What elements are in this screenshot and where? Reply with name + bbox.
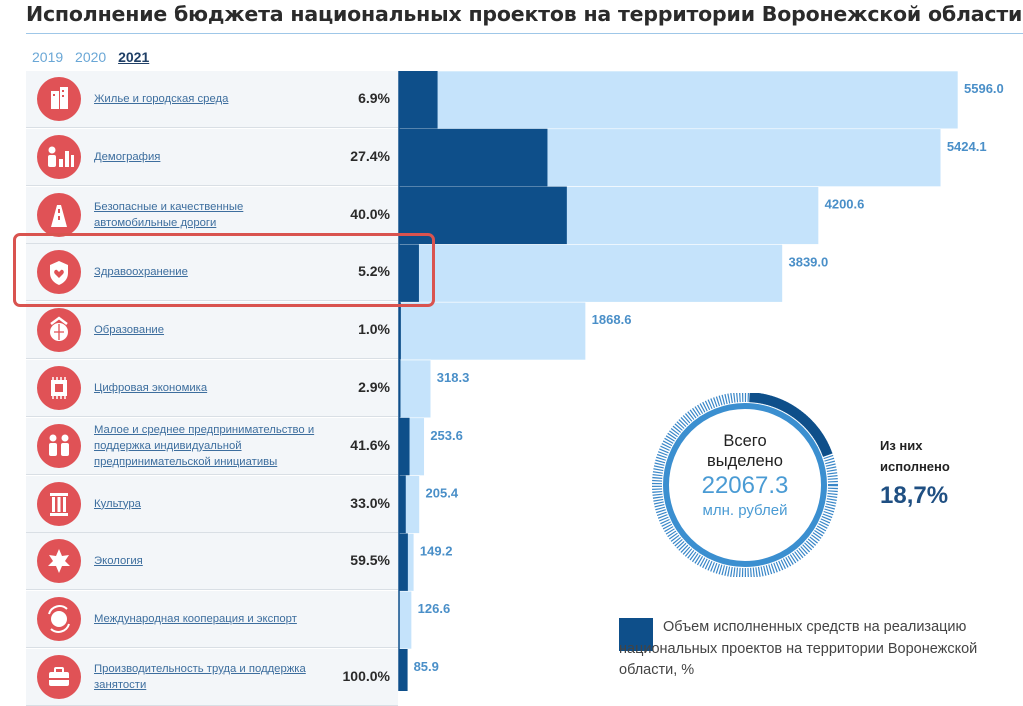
list-item: Международная кооперация и экспорт <box>26 591 398 649</box>
allocated-bar <box>398 244 783 303</box>
ring-track <box>663 403 827 567</box>
project-link[interactable]: Малое и среднее предпринимательство и по… <box>94 423 315 468</box>
executed-percent-value: 6.9% <box>358 90 390 106</box>
page-title: Исполнение бюджета национальных проектов… <box>26 2 1023 26</box>
legend-text-executed: Объем исполненных средств на реализацию … <box>619 619 978 678</box>
executed-percent-value: 100.0% <box>342 668 390 684</box>
allocated-value-label: 85.9 <box>414 659 439 674</box>
allocated-value-label: 253.6 <box>430 428 463 443</box>
executed-bar <box>399 533 408 592</box>
allocated-value-label: 1868.6 <box>592 312 632 327</box>
leaf-icon <box>37 539 81 584</box>
executed-percent-value: 27.4% <box>350 147 390 164</box>
executed-bar <box>399 302 401 360</box>
allocated-value-label: 126.6 <box>418 601 451 616</box>
executed-bar <box>399 475 406 534</box>
total-ring-graphic <box>652 392 838 578</box>
allocated-value-label: 3839.0 <box>788 254 828 269</box>
project-link[interactable]: Культура <box>94 497 141 510</box>
executed-percent-value: 2.9% <box>358 379 390 395</box>
executed-bar <box>399 244 419 303</box>
executed-caption-line1: Из них <box>880 438 923 453</box>
total-label-line2: выделено <box>707 452 783 470</box>
tab-year-2019[interactable]: 2019 <box>32 49 64 65</box>
total-label-line1: Всего <box>723 432 767 450</box>
executed-percent-value: 1.0% <box>358 321 390 338</box>
project-link[interactable]: Экология <box>94 555 143 568</box>
executed-percent-value: 59.5% <box>350 552 390 569</box>
project-link[interactable]: Безопасные и качественные автомобильные … <box>94 200 244 229</box>
list-item: Цифровая экономика 2.9% <box>26 360 398 417</box>
allocated-bar <box>398 301 586 361</box>
project-link[interactable]: Международная кооперация и экспорт <box>94 613 297 626</box>
allocated-value-label: 318.3 <box>437 370 470 385</box>
project-link[interactable]: Цифровая экономика <box>94 382 208 394</box>
year-tabs: 2019 2020 2021 <box>32 49 157 65</box>
project-link[interactable]: Здравоохранение <box>94 266 188 279</box>
family-icon <box>37 134 81 179</box>
allocated-value-label: 205.4 <box>426 486 459 501</box>
executed-percent-value: 33.0% <box>350 494 390 511</box>
executed-percent-value: 5.2% <box>358 263 390 280</box>
project-link[interactable]: Производительность труда и поддержка зан… <box>94 663 306 691</box>
allocated-bar <box>398 590 412 650</box>
list-item: Жилье и городская среда 6.9% <box>26 71 398 128</box>
allocated-value-label: 5596.0 <box>964 81 1004 96</box>
project-link[interactable]: Демография <box>94 150 161 163</box>
executed-bar <box>399 649 408 691</box>
ring-executed-arc <box>749 392 833 457</box>
tab-year-2020[interactable]: 2020 <box>75 49 107 65</box>
list-item: Образование 1.0% <box>26 302 398 360</box>
handshake-people-icon <box>37 423 81 468</box>
list-item: Здравоохранение 5.2% <box>26 244 398 302</box>
executed-caption: Из них исполнено <box>880 435 950 477</box>
highlight-box <box>13 233 435 307</box>
allocated-bar <box>398 70 959 130</box>
executed-caption-line2: исполнено <box>880 459 950 474</box>
total-value: 22067.3 <box>701 472 789 499</box>
ring-outer-band <box>652 392 838 578</box>
briefcase-icon <box>37 655 81 699</box>
executed-percent-value: 40.0% <box>350 205 390 222</box>
executed-bar <box>399 128 548 187</box>
legend-swatch-executed <box>619 618 653 651</box>
allocation-bar-chart: 5596.0 5424.1 4200.6 3839.0 1868.6 318.3 253.6… <box>398 70 1004 691</box>
allocated-bar <box>398 359 432 419</box>
project-link[interactable]: Жилье и городская среда <box>94 93 229 105</box>
heart-shield-icon <box>37 250 81 295</box>
title-divider <box>26 33 1023 34</box>
allocated-value-label: 149.2 <box>420 543 453 558</box>
chip-icon <box>37 366 81 410</box>
project-link[interactable]: Образование <box>94 324 165 337</box>
tab-year-2021[interactable]: 2021 <box>118 49 150 65</box>
total-ring: Всего выделено 22067.3 млн. рублей <box>650 392 840 578</box>
globe-book-icon <box>37 308 81 353</box>
executed-percent-value: 41.6% <box>350 436 390 453</box>
globe-arrows-icon <box>37 597 81 642</box>
allocated-value-label: 4200.6 <box>825 197 865 212</box>
list-item: Экология 59.5% <box>26 533 398 591</box>
executed-percent: 18,7% <box>880 482 949 509</box>
allocated-value-label: 5424.1 <box>947 139 987 154</box>
executed-bar <box>399 417 410 476</box>
total-unit: млн. рублей <box>702 502 788 519</box>
list-item: Малое и среднее предпринимательство и по… <box>26 417 398 475</box>
road-icon <box>37 192 81 237</box>
column-icon <box>37 481 81 526</box>
list-item: Демография 27.4% <box>26 128 398 186</box>
executed-bar <box>399 71 438 129</box>
list-item: Культура 33.0% <box>26 475 398 533</box>
building-icon <box>37 77 81 121</box>
